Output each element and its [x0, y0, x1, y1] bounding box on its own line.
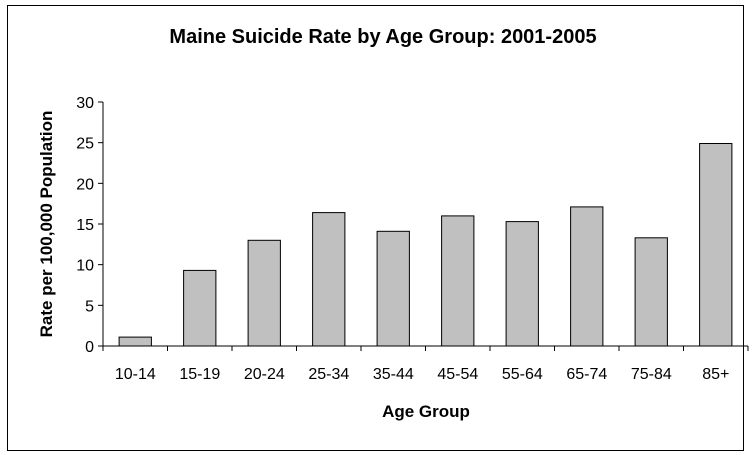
bar-55-64: [505, 221, 539, 347]
x-tick-label: 20-24: [244, 366, 285, 383]
bar-10-14: [118, 336, 152, 347]
chart-frame: [7, 5, 744, 451]
x-tick-label: 15-19: [179, 366, 220, 383]
y-tick-label: 25: [76, 136, 94, 153]
x-tick-label: 25-34: [308, 366, 349, 383]
axes-group: 10-14 15-19 20-24 25-34 35-44 45-54 55-64 65-74…: [76, 95, 749, 383]
x-tick-label: 45-54: [437, 366, 478, 383]
y-tick-label: 20: [76, 176, 94, 193]
y-tick-label: 5: [85, 298, 94, 315]
bar-25-34: [312, 212, 346, 347]
y-tick-label: 15: [76, 217, 94, 234]
y-tick-label: 10: [76, 258, 94, 275]
x-axis-title: Age Group: [382, 402, 470, 421]
bar-75-84: [634, 237, 668, 347]
bars-group: [118, 143, 733, 347]
chart-title: Maine Suicide Rate by Age Group: 2001-20…: [169, 26, 596, 48]
bar-65-74: [570, 206, 604, 347]
bar-15-19: [183, 269, 217, 347]
bar-35-44: [376, 230, 410, 347]
y-tick-label: 0: [85, 339, 94, 356]
y-tick-label: 30: [76, 95, 94, 112]
bar-20-24: [247, 239, 281, 347]
y-axis-title: Rate per 100,000 Population: [37, 111, 56, 338]
x-tick-label: 55-64: [502, 366, 543, 383]
x-tick-label: 85+: [702, 366, 729, 383]
x-tick-label: 75-84: [631, 366, 672, 383]
x-tick-label: 65-74: [566, 366, 607, 383]
x-tick-label: 35-44: [373, 366, 414, 383]
bar-85+: [699, 143, 733, 347]
x-tick-label: 10-14: [115, 366, 156, 383]
bar-45-54: [441, 215, 475, 347]
